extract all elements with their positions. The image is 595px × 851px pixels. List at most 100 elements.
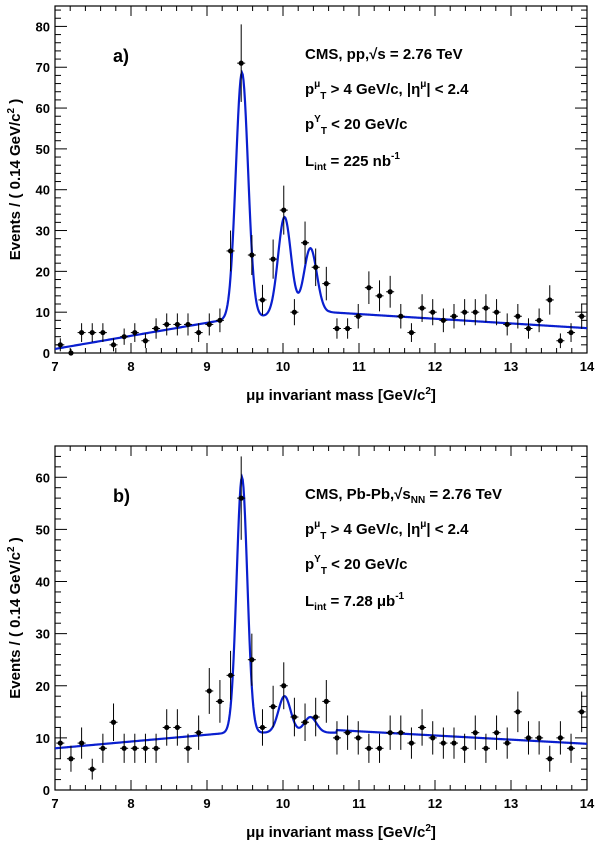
data-point <box>174 321 180 328</box>
annotation-muon-cut-mid: > 4 GeV/c, |η <box>326 81 420 98</box>
data-point <box>419 305 425 311</box>
annotation-upsilon-cut: pΥT < 20 GeV/c <box>305 114 407 137</box>
y-axis-title-sup: 2 <box>6 107 17 113</box>
data-point <box>227 672 234 678</box>
x-axis-title-prefix: μμ <box>246 824 269 841</box>
annotation-upsilon-cut-p: p <box>305 556 314 573</box>
y-tick-label: 0 <box>43 783 50 798</box>
annotation-sqrt-s: √s <box>369 46 386 63</box>
annotation-luminosity-sup: -1 <box>395 591 404 602</box>
data-point <box>483 745 489 751</box>
annotation-sqrt-s-sub: NN <box>411 495 425 506</box>
annotation-upsilon-cut-sup: Υ <box>314 114 321 125</box>
data-point <box>270 704 276 710</box>
annotation-energy: = 2.76 TeV <box>386 46 463 63</box>
annotation-muon-cut-end: | < 2.4 <box>426 81 469 98</box>
data-point <box>196 730 202 736</box>
data-point <box>334 735 340 741</box>
data-point <box>206 321 212 328</box>
x-tick-label: 12 <box>428 359 442 374</box>
data-point <box>472 309 478 315</box>
data-point <box>355 735 361 741</box>
data-point <box>323 281 329 287</box>
y-tick-label: 40 <box>36 183 50 198</box>
y-tick-label: 80 <box>36 19 50 34</box>
data-point <box>259 297 266 303</box>
panel-label: b) <box>113 486 130 506</box>
annotation-luminosity-sup: -1 <box>391 151 400 162</box>
data-point <box>281 683 287 689</box>
x-tick-label: 13 <box>504 359 518 374</box>
data-point <box>536 317 542 323</box>
annotation-luminosity-sub: int <box>314 162 327 173</box>
plot-frame <box>54 445 588 791</box>
annotation-experiment: CMS, Pb-Pb,√sNN = 2.76 TeV <box>305 486 502 506</box>
x-tick-label: 14 <box>580 359 595 374</box>
data-point <box>57 342 63 348</box>
y-tick-label: 60 <box>36 101 50 116</box>
data-point <box>504 740 510 746</box>
x-tick-label: 11 <box>352 796 366 811</box>
annotation-sqrt-s: √s <box>394 486 411 503</box>
y-axis-title-text: Events / ( 0.14 GeV/c <box>7 113 24 260</box>
data-point <box>557 338 564 344</box>
y-tick-label: 30 <box>36 627 50 642</box>
x-tick-label: 14 <box>580 796 595 811</box>
annotation-muon-cut-sup2: μ <box>420 79 426 90</box>
data-point <box>217 698 223 704</box>
y-tick-label: 0 <box>43 346 50 361</box>
y-tick-label: 30 <box>36 224 50 239</box>
x-axis-title-text: invariant mass [GeV/c <box>269 387 426 404</box>
data-point <box>110 342 117 348</box>
data-point <box>79 329 85 336</box>
data-point <box>110 719 117 725</box>
data-point <box>408 329 415 336</box>
annotation-luminosity-mid: = 225 nb <box>326 153 391 170</box>
annotation-muon-cut: pμT > 4 GeV/c, |ημ| < 2.4 <box>305 519 469 542</box>
annotation-luminosity-mid: = 7.28 μb <box>326 593 395 610</box>
x-axis-title-close: ] <box>431 824 436 841</box>
annotation-luminosity-sub: int <box>314 602 327 613</box>
data-point <box>334 325 340 332</box>
annotation-luminosity-l: L <box>305 153 314 170</box>
data-point <box>536 735 542 741</box>
y-axis-title-sup: 2 <box>6 546 17 552</box>
data-point <box>472 730 478 736</box>
annotation-upsilon-cut-sub: T <box>321 126 327 137</box>
data-point <box>68 350 74 356</box>
data-point <box>185 745 191 751</box>
annotation-luminosity-l: L <box>305 593 314 610</box>
data-point <box>376 745 383 751</box>
annotation-upsilon-cut-p: p <box>305 116 314 133</box>
data-point <box>153 325 159 332</box>
y-axis-title-text: Events / ( 0.14 GeV/c <box>7 552 24 699</box>
x-tick-label: 13 <box>504 796 518 811</box>
data-point <box>249 657 255 663</box>
data-point <box>174 724 180 731</box>
x-axis-title-close: ] <box>431 387 436 404</box>
data-point <box>493 730 500 736</box>
data-point <box>79 740 85 746</box>
data-point <box>142 745 149 751</box>
fit-curve <box>54 473 588 750</box>
annotation-upsilon-cut-end: < 20 GeV/c <box>327 116 407 133</box>
data-point <box>281 207 287 213</box>
y-tick-label: 40 <box>36 575 50 590</box>
y-tick-label: 20 <box>36 264 50 279</box>
data-point <box>504 321 510 328</box>
y-tick-label: 70 <box>36 60 50 75</box>
data-point <box>153 745 159 751</box>
data-point <box>366 285 372 291</box>
data-point <box>493 309 500 315</box>
data-point <box>142 338 149 344</box>
data-point <box>525 735 532 741</box>
data-point <box>398 313 404 319</box>
data-point <box>355 313 361 319</box>
data-point <box>387 289 393 295</box>
data-point <box>291 309 297 315</box>
x-axis-title-text: invariant mass [GeV/c <box>269 824 426 841</box>
data-point <box>579 709 585 715</box>
x-axis-title: μμ invariant mass [GeV/c2] <box>246 823 436 841</box>
data-point <box>238 60 244 66</box>
